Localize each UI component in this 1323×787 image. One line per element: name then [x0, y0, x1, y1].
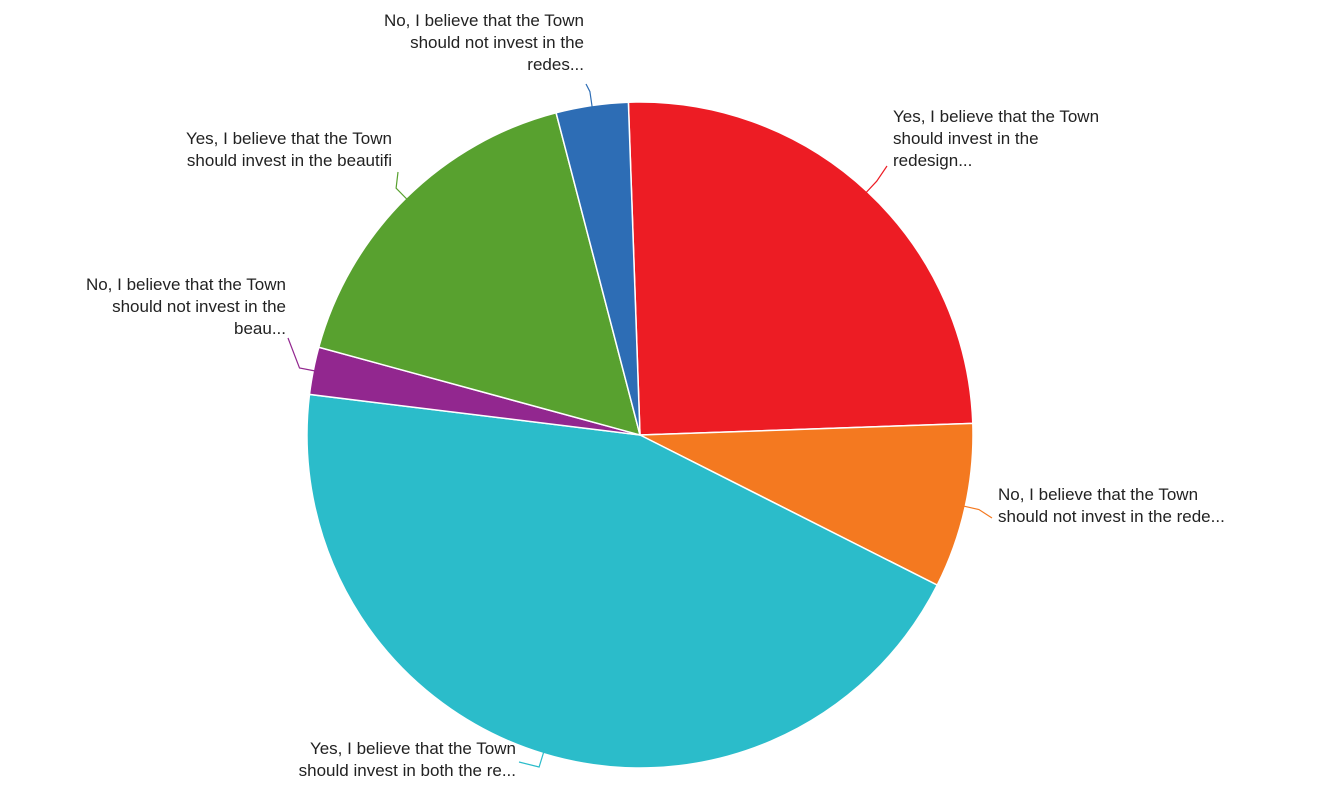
slice-label-line: should not invest in the	[410, 33, 584, 52]
slice-label-line: should invest in both the re...	[299, 761, 516, 780]
slice-label-4: No, I believe that the Town should not in…	[86, 275, 286, 338]
label-leader-lines	[287, 83, 993, 768]
slice-label-line: should not invest in the	[112, 297, 286, 316]
slice-labels: Yes, I believe that the Town should inves…	[86, 11, 1225, 780]
slice-label-3: Yes, I believe that the Town should inves…	[299, 739, 516, 780]
slice-label-line: Yes, I believe that the Town	[893, 107, 1099, 126]
slice-label-line: should invest in the beautifi	[187, 151, 392, 170]
slice-label-line: Yes, I believe that the Town	[310, 739, 516, 758]
slice-label-2: No, I believe that the Town should not in…	[998, 485, 1225, 526]
leader-line-1	[863, 165, 888, 195]
pie-slices	[306, 101, 974, 769]
slice-label-line: No, I believe that the Town	[998, 485, 1198, 504]
slice-label-line: should not invest in the rede...	[998, 507, 1225, 526]
slice-label-1: Yes, I believe that the Town should inves…	[893, 107, 1099, 170]
leader-line-3	[518, 749, 545, 768]
slice-label-line: redes...	[527, 55, 584, 74]
leader-line-4	[287, 337, 318, 372]
slice-label-line: No, I believe that the Town	[384, 11, 584, 30]
leader-line-6	[585, 83, 594, 110]
slice-label-line: beau...	[234, 319, 286, 338]
slice-label-6: No, I believe that the Town should not in…	[384, 11, 584, 74]
leader-line-5	[395, 171, 410, 202]
slice-label-5: Yes, I believe that the Town should inves…	[186, 129, 392, 170]
slice-label-line: redesign...	[893, 151, 972, 170]
slice-label-line: Yes, I believe that the Town	[186, 129, 392, 148]
slice-label-line: No, I believe that the Town	[86, 275, 286, 294]
slice-label-line: should invest in the	[893, 129, 1039, 148]
leader-line-2	[961, 505, 993, 519]
